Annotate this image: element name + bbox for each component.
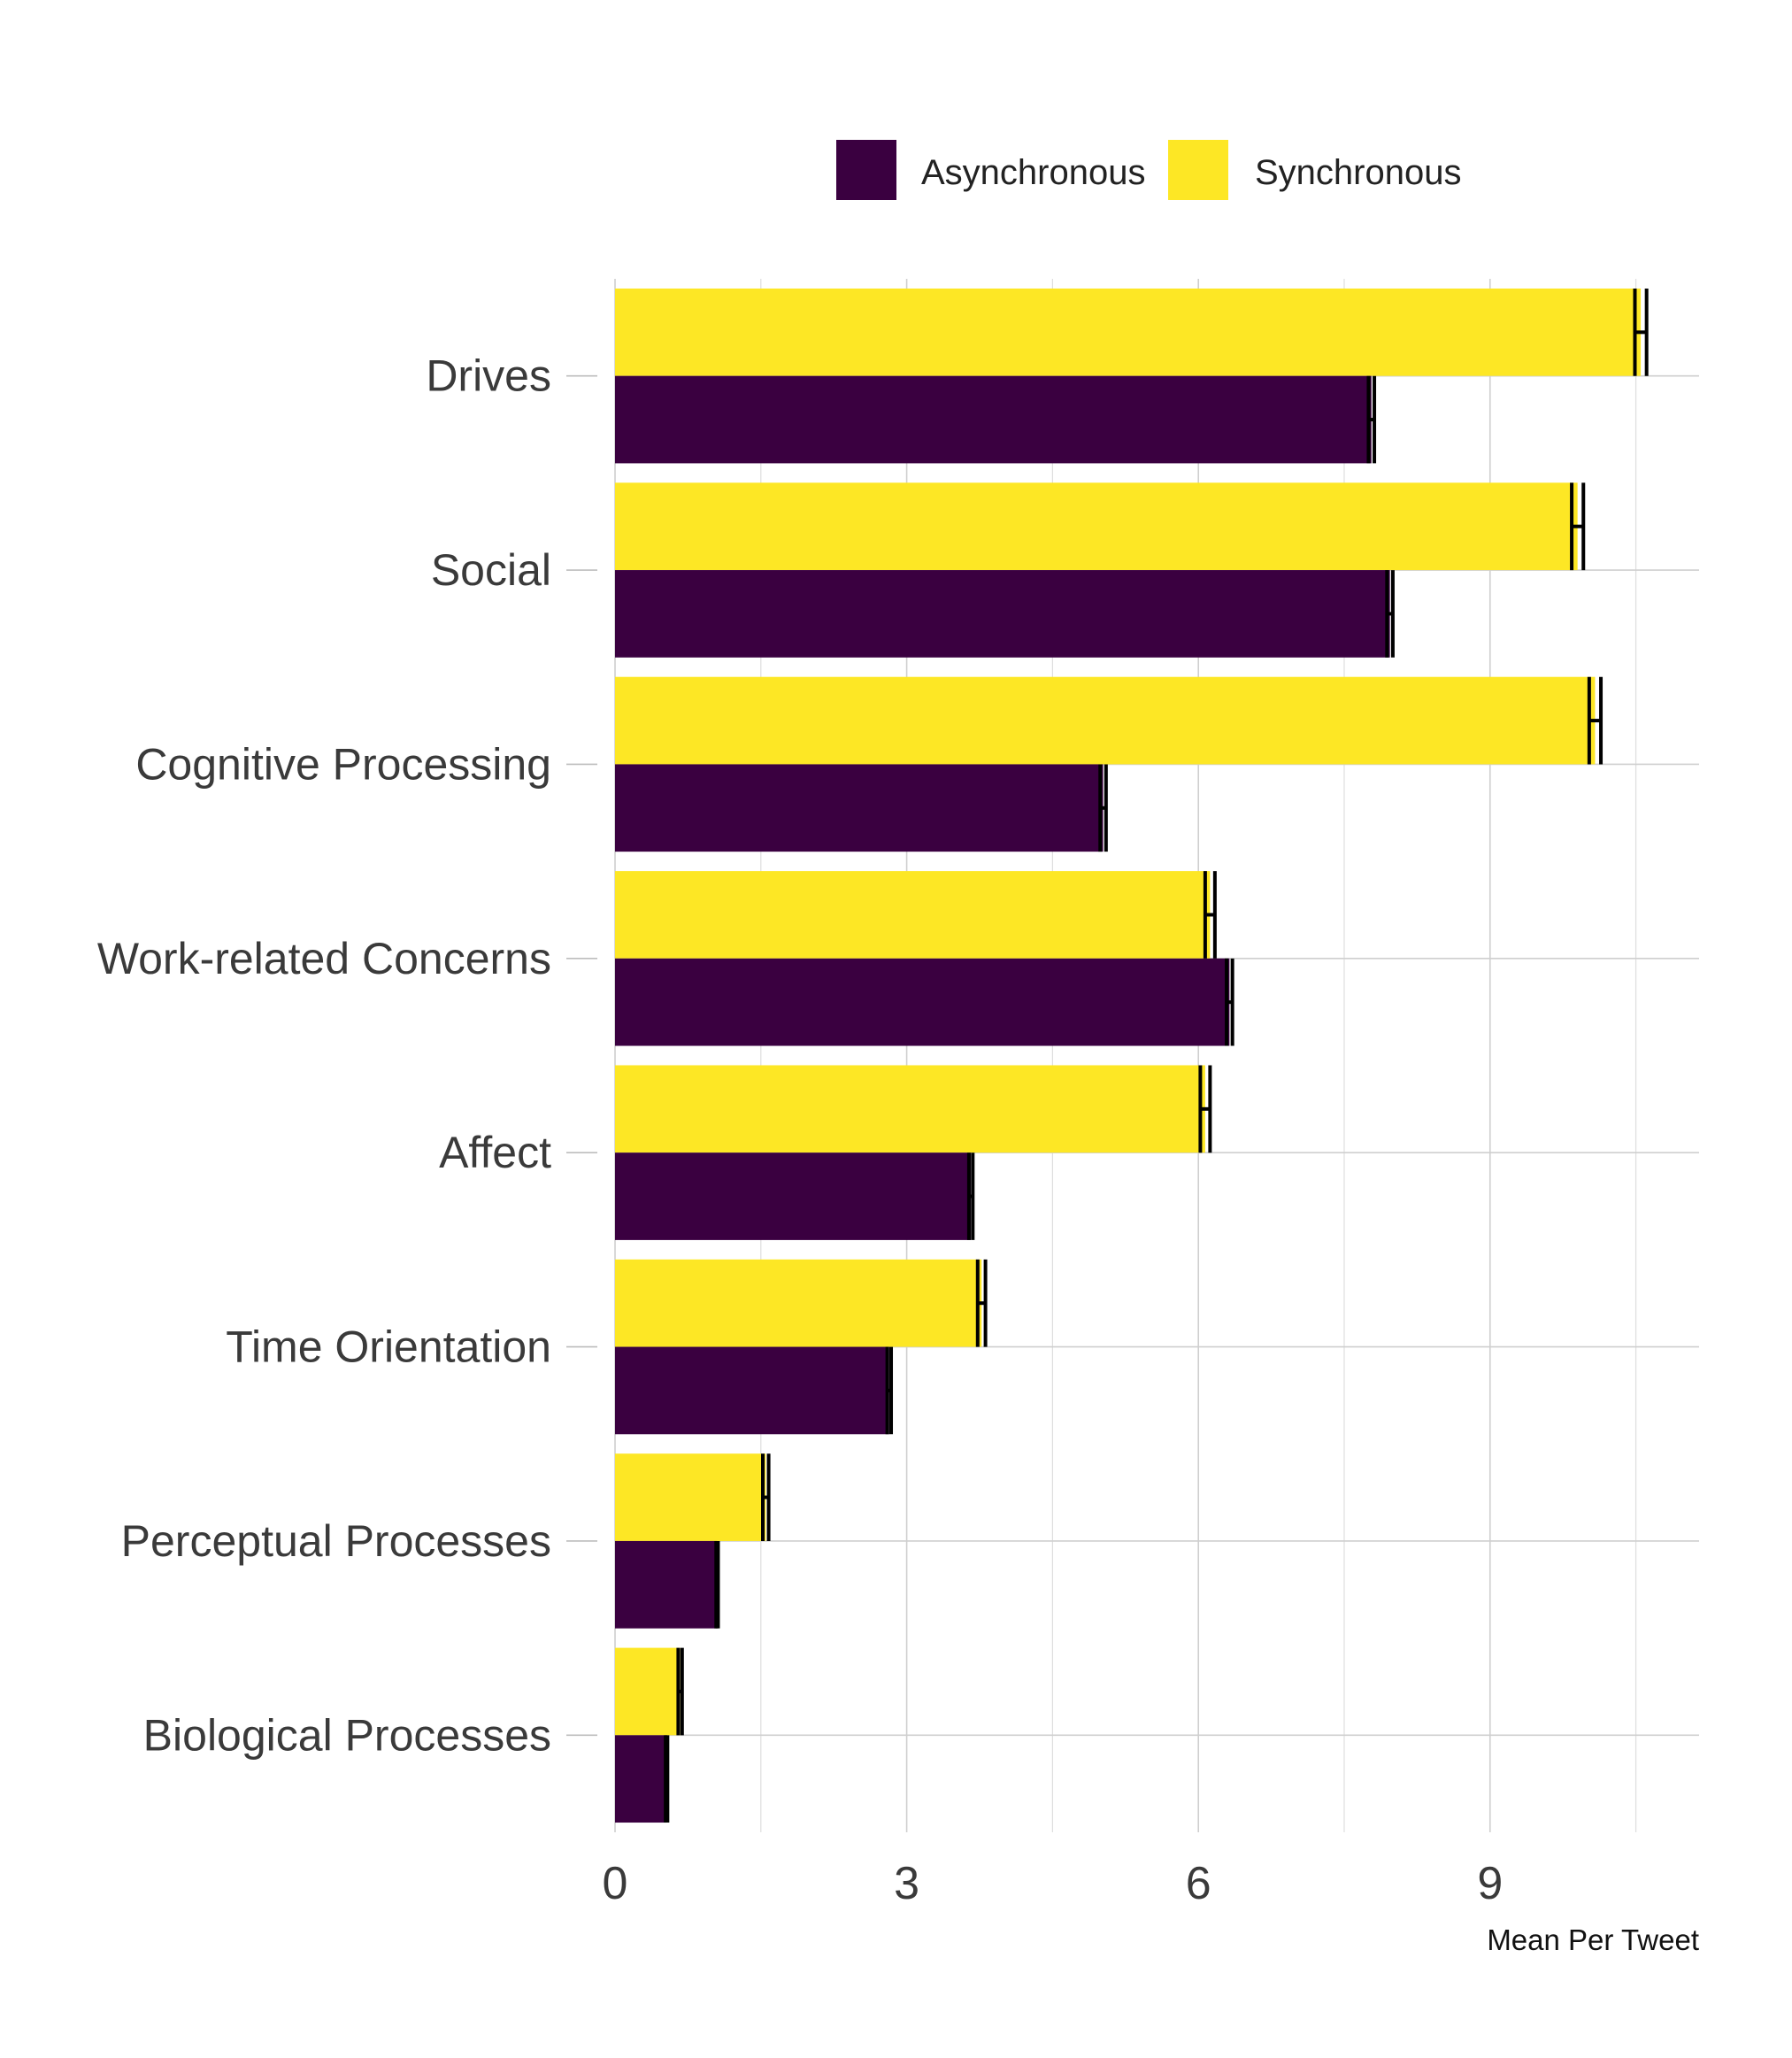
bar-synchronous (615, 871, 1211, 959)
bar-asynchronous (615, 375, 1372, 464)
category-label: Work-related Concerns (97, 934, 551, 983)
category-label: Social (431, 545, 551, 595)
bar-asynchronous (615, 1540, 718, 1629)
x-tick-labels: 0 3 6 9 (603, 1858, 1504, 1909)
legend-label-asynchronous: Asynchronous (921, 153, 1145, 192)
x-axis-title: Mean Per Tweet (1487, 1923, 1699, 1956)
bar-synchronous (615, 1453, 766, 1541)
bars (615, 288, 1649, 1823)
bar-synchronous (615, 1647, 681, 1736)
x-tick-label: 3 (894, 1858, 919, 1909)
bar-synchronous (615, 1259, 982, 1347)
category-label: Cognitive Processing (135, 739, 551, 789)
bar-asynchronous (615, 1152, 972, 1240)
bar-asynchronous (615, 1735, 667, 1823)
bar-synchronous (615, 1065, 1205, 1153)
x-tick-label: 6 (1186, 1858, 1211, 1909)
legend: Asynchronous Synchronous (836, 140, 1461, 200)
category-label: Perceptual Processes (121, 1516, 551, 1566)
bar-synchronous (615, 482, 1578, 571)
x-tick-label: 0 (603, 1858, 628, 1909)
bar-synchronous (615, 288, 1642, 376)
category-label: Affect (439, 1128, 551, 1177)
bar-asynchronous (615, 764, 1104, 852)
category-label: Biological Processes (143, 1710, 551, 1760)
bar-asynchronous (615, 570, 1390, 658)
bar-asynchronous (615, 958, 1230, 1046)
bar-asynchronous (615, 1346, 889, 1435)
legend-label-synchronous: Synchronous (1255, 153, 1461, 192)
bar-synchronous (615, 676, 1596, 765)
category-labels: Drives Social Cognitive Processing Work-rel… (97, 351, 551, 1761)
legend-swatch-synchronous (1168, 140, 1228, 200)
x-tick-label: 9 (1477, 1858, 1503, 1909)
category-label: Time Orientation (226, 1322, 551, 1372)
legend-swatch-asynchronous (836, 140, 896, 200)
category-label: Drives (426, 351, 551, 401)
